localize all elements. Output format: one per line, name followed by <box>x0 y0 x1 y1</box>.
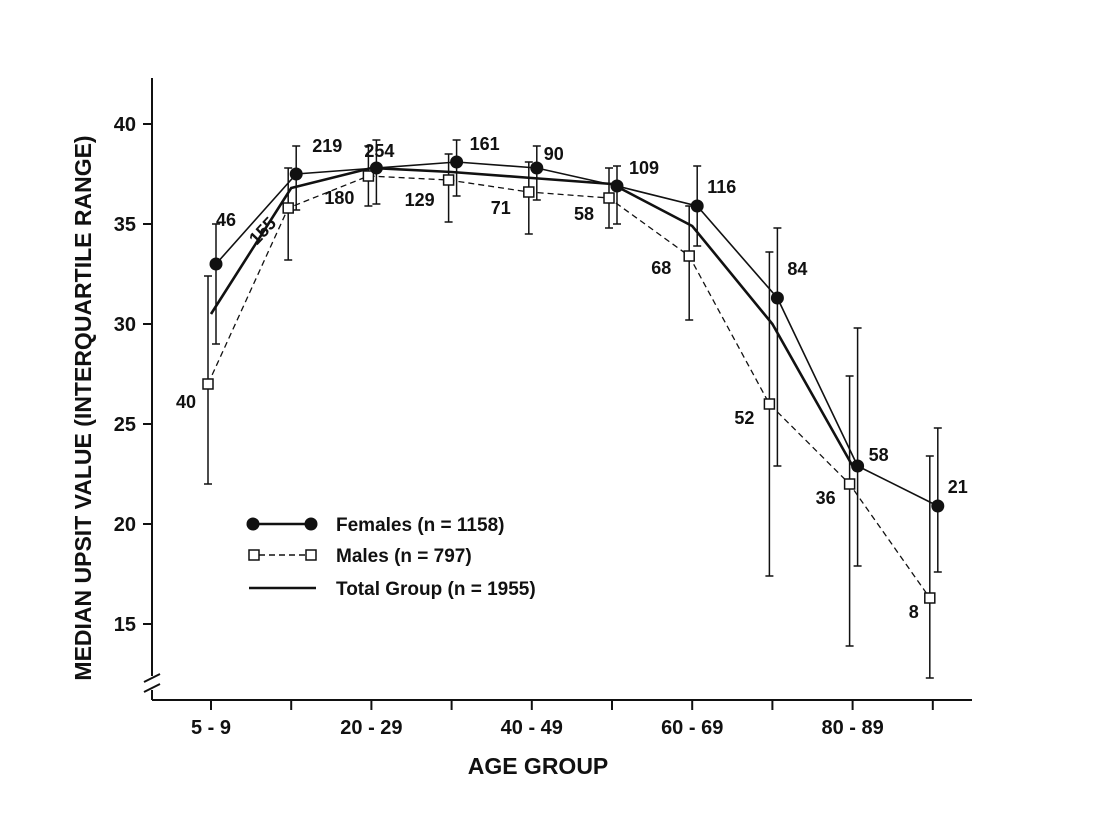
males-marker <box>362 170 375 182</box>
x-axis-title: AGE GROUP <box>468 753 609 779</box>
y-tick-label: 15 <box>114 614 136 636</box>
females-marker <box>369 161 383 175</box>
males-marker <box>442 174 455 186</box>
females-marker <box>851 459 865 473</box>
males-n-label: 129 <box>405 190 435 210</box>
legend: Females (n = 1158) Males (n = 797) Total G… <box>246 515 536 600</box>
males-n-label: 68 <box>651 258 671 278</box>
legend-females-label: Females (n = 1158) <box>336 515 504 536</box>
females-n-label: 161 <box>470 134 500 154</box>
males-line <box>207 175 931 599</box>
y-tick-label: 40 <box>114 114 136 136</box>
y-tick-label: 35 <box>114 214 136 236</box>
females-marker <box>690 199 704 213</box>
males-marker <box>763 398 776 410</box>
males-marker <box>523 186 535 198</box>
females-n-label: 109 <box>629 158 659 178</box>
x-tick-label: 40 - 49 <box>501 717 563 739</box>
males-n-label: 8 <box>909 602 919 622</box>
males-n-label: 71 <box>491 198 511 218</box>
females-line <box>215 161 939 507</box>
total-group-line <box>209 166 854 467</box>
females-n-label: 90 <box>544 144 564 164</box>
females-marker <box>209 257 223 271</box>
y-tick-label: 30 <box>114 314 136 336</box>
males-n-label: 52 <box>734 408 754 428</box>
y-tick-label: 20 <box>114 514 136 536</box>
x-tick-label: 60 - 69 <box>661 717 723 739</box>
males-marker <box>603 192 615 204</box>
males-n-label: 58 <box>574 204 594 224</box>
females-marker <box>530 161 544 175</box>
males-n-label: 180 <box>324 188 354 208</box>
females-marker <box>289 167 303 181</box>
y-axis-break-marker <box>143 673 161 693</box>
legend-females-marker <box>304 517 318 531</box>
data-markers <box>202 155 945 604</box>
legend-males-label: Males (n = 797) <box>336 546 472 567</box>
x-tick-label: 20 - 29 <box>340 717 402 739</box>
legend-females-marker <box>246 517 260 531</box>
males-n-label: 40 <box>176 392 196 412</box>
males-marker <box>683 250 695 262</box>
x-tick-label: 5 - 9 <box>191 717 231 739</box>
females-n-label: 254 <box>364 141 394 161</box>
females-n-label: 116 <box>707 177 736 197</box>
y-tick-label: 25 <box>114 414 136 436</box>
males-marker <box>282 202 294 214</box>
females-n-label: 58 <box>869 445 889 465</box>
males-n-label: 155 <box>245 213 280 249</box>
males-marker <box>924 592 936 604</box>
females-marker <box>931 499 945 513</box>
males-marker <box>843 478 856 490</box>
females-marker <box>450 155 464 169</box>
x-tick-label: 80 - 89 <box>821 717 883 739</box>
y-axis-title: MEDIAN UPSIT VALUE (INTERQUARTILE RANGE) <box>70 135 96 680</box>
legend-total-label: Total Group (n = 1955) <box>336 579 536 600</box>
legend-males-marker <box>248 549 260 561</box>
females-n-label: 219 <box>312 136 342 156</box>
series-lines <box>207 161 939 599</box>
females-n-label: 46 <box>216 210 236 230</box>
males-marker <box>202 378 214 390</box>
males-n-label: 36 <box>816 488 836 508</box>
females-n-label: 84 <box>787 259 807 279</box>
females-marker <box>610 179 624 193</box>
axes: 15 20 25 30 35 40 5 - 9 20 - 29 40 - 49 60 - 69 80… <box>70 78 972 779</box>
legend-males-marker <box>305 549 317 561</box>
females-n-label: 21 <box>948 477 968 497</box>
females-marker <box>770 291 784 305</box>
